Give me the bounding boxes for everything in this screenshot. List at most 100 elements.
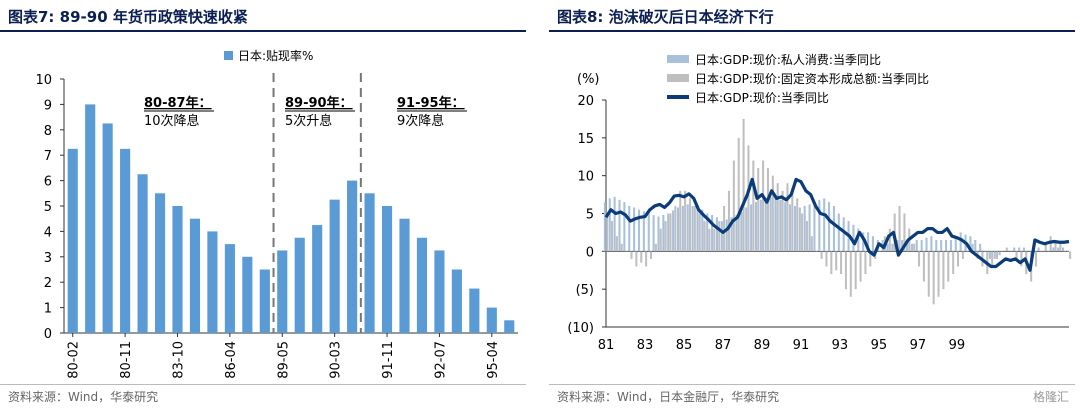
y-tick-label: (10) <box>567 321 594 336</box>
fixed-capital-bar <box>674 205 677 252</box>
fixed-capital-bar <box>640 251 643 263</box>
fixed-capital-bar <box>947 251 950 282</box>
x-tick-label: 86-04 <box>224 341 239 379</box>
consumption-bar <box>789 204 792 252</box>
fixed-capital-bar <box>664 221 667 252</box>
consumption-bar <box>1003 251 1006 252</box>
left-source-note: 资料来源：Wind，华泰研究 <box>8 390 159 404</box>
fixed-capital-bar <box>698 213 701 252</box>
consumption-bar <box>1052 247 1055 252</box>
fixed-capital-bar <box>727 190 730 252</box>
fixed-capital-bar <box>723 205 726 252</box>
consumption-bar <box>803 205 806 252</box>
y-tick-label: 3 <box>44 251 52 266</box>
consumption-bar <box>735 215 738 252</box>
fixed-capital-bar <box>815 251 818 252</box>
consumption-bar <box>818 199 821 252</box>
consumption-bar <box>832 205 835 252</box>
x-tick-label: 90-03 <box>329 341 344 379</box>
fixed-capital-bar <box>801 213 804 252</box>
fixed-capital-bar <box>830 251 833 275</box>
consumption-bar <box>940 239 943 252</box>
consumption-bar <box>1037 247 1040 252</box>
fixed-capital-bar <box>854 251 857 290</box>
consumption-bar <box>691 205 694 252</box>
x-tick-label: 99 <box>949 338 966 353</box>
left-footer-rule <box>0 384 526 385</box>
consumption-bar <box>1027 251 1030 252</box>
fixed-capital-bar <box>752 160 755 252</box>
consumption-bar <box>1018 247 1021 252</box>
consumption-bar <box>647 213 650 252</box>
fixed-capital-bar <box>957 251 960 267</box>
discount-rate-bar <box>137 174 148 333</box>
consumption-bar <box>945 239 948 252</box>
fixed-capital-bar <box>786 183 789 252</box>
y-tick-label: 15 <box>577 132 594 147</box>
fixed-capital-bar <box>1049 236 1052 252</box>
consumption-bar <box>1008 251 1011 252</box>
fixed-capital-bar <box>766 168 769 252</box>
fixed-capital-bar <box>1069 251 1072 259</box>
fixed-capital-bar <box>718 221 721 252</box>
consumption-bar <box>711 215 714 252</box>
consumption-bar <box>828 202 831 252</box>
consumption-bar <box>706 213 709 252</box>
discount-rate-bar <box>381 206 393 333</box>
consumption-bar <box>1042 251 1045 252</box>
fixed-capital-bar <box>791 190 794 252</box>
x-tick-label: 87 <box>715 338 732 353</box>
fixed-capital-bar <box>1044 243 1047 252</box>
fixed-capital-bar <box>849 251 852 297</box>
consumption-bar <box>1047 251 1050 252</box>
fixed-capital-bar <box>1015 251 1018 259</box>
y-tick-label: 8 <box>44 124 52 139</box>
consumption-bar <box>784 202 787 252</box>
fixed-capital-bar <box>703 221 706 252</box>
x-tick-label: 85 <box>676 338 693 353</box>
fixed-capital-bar <box>737 137 740 252</box>
fixed-capital-bar <box>864 251 867 275</box>
fixed-capital-bar <box>1054 239 1057 252</box>
y-unit-label: (%) <box>577 72 600 87</box>
consumption-bar <box>779 199 782 252</box>
consumption-bar <box>813 202 816 252</box>
legend-swatch <box>224 51 233 60</box>
consumption-bar <box>998 251 1001 256</box>
x-tick-label: 97 <box>910 338 927 353</box>
consumption-bar <box>613 196 616 252</box>
consumption-bar <box>871 236 874 252</box>
y-tick-label: 9 <box>44 98 52 113</box>
consumption-bar <box>1057 247 1060 252</box>
consumption-bar <box>681 205 684 252</box>
x-tick-label: 83 <box>637 338 654 353</box>
consumption-bar <box>925 237 928 252</box>
consumption-bar <box>774 198 777 252</box>
fixed-capital-bar <box>669 213 672 252</box>
fixed-capital-bar <box>971 243 974 252</box>
fixed-capital-bar <box>927 251 930 297</box>
fixed-capital-bar <box>732 160 735 252</box>
consumption-bar <box>628 205 631 252</box>
consumption-bar <box>862 232 865 252</box>
consumption-bar <box>667 213 670 252</box>
consumption-bar <box>603 202 606 252</box>
consumption-bar <box>754 202 757 252</box>
x-tick-label: 95 <box>871 338 888 353</box>
fixed-capital-bar <box>952 251 955 275</box>
consumption-bar <box>901 239 904 252</box>
y-tick-label: 10 <box>35 73 52 88</box>
consumption-bar <box>676 207 680 252</box>
fixed-capital-bar <box>918 251 921 267</box>
fixed-capital-bar <box>1034 251 1038 267</box>
discount-rate-bar <box>294 237 305 333</box>
fixed-capital-bar <box>762 160 765 252</box>
fixed-capital-bar <box>1010 251 1013 252</box>
fixed-capital-bar <box>606 213 609 252</box>
consumption-bar <box>852 224 855 252</box>
discount-rate-bar <box>172 206 183 333</box>
y-tick-label: 1 <box>44 302 52 317</box>
fixed-capital-bar <box>635 251 638 267</box>
consumption-bar <box>750 204 753 252</box>
annotation-sub: 5次升息 <box>285 113 332 129</box>
